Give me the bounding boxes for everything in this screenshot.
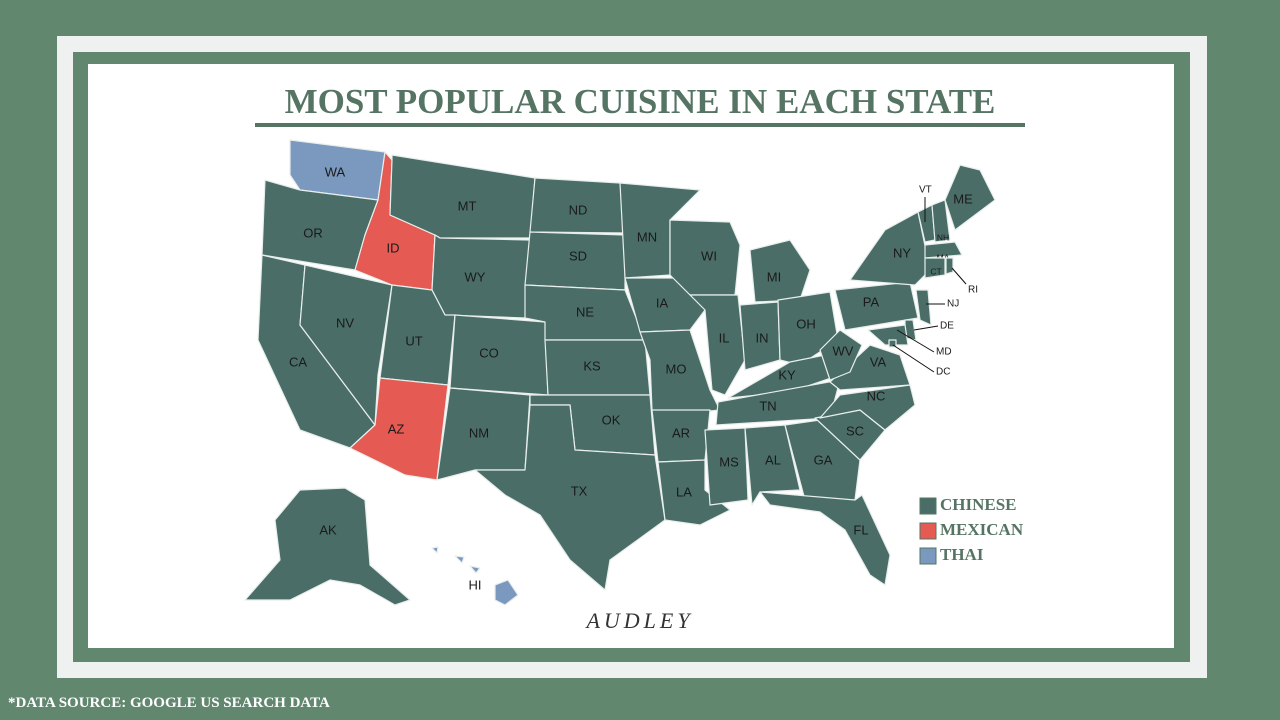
state-label: NV [336,315,354,330]
state-shape [244,487,411,606]
state-label: MS [719,454,739,469]
state-shape [494,579,519,606]
state-shape [449,314,549,396]
legend-swatch [919,497,937,515]
state-shape [849,211,931,286]
leader-line [951,267,967,285]
state-label: OH [796,316,816,331]
state-label: WA [325,164,346,179]
state-shape [819,384,916,431]
state-label: AK [319,522,337,537]
us-map: WA OR CA NV ID MT WY UT AZ CO NM ND SD NE KS OK TX MN IA MO… [244,139,996,606]
state-label: NE [576,304,594,319]
state-shape [299,264,393,426]
state-label: NM [469,425,489,440]
state-shape [915,289,932,326]
state-label: ID [387,240,400,255]
state-label: NJ [947,299,959,310]
state-label: NY [893,245,911,260]
state-label: LA [676,484,692,499]
state-shape [657,459,731,526]
legend: CHINESE MEXICAN THAI [919,495,1024,565]
state-shape [944,164,996,231]
state-label: CA [289,354,307,369]
state-shape [749,239,811,303]
state-shape [469,565,481,574]
state-shape [819,329,863,381]
state-label: DE [940,321,954,332]
legend-swatch [919,522,937,540]
state-shape [834,281,919,331]
state-label: WV [833,343,854,358]
legend-label: THAI [940,545,984,564]
state-label: MI [767,269,781,284]
state-shape [924,257,946,279]
state-label: OR [303,225,323,240]
leader-line [892,344,935,373]
state-shape [829,344,911,391]
state-label: ND [569,202,588,217]
legend-label: MEXICAN [940,520,1024,539]
state-label: WY [465,269,486,284]
state-label: GA [814,452,833,467]
state-shape [349,377,449,481]
state-label: NC [867,388,886,403]
state-label: MA [937,252,950,262]
state-label: IN [756,330,769,345]
state-label: NH [937,232,949,242]
state-label: MD [936,347,952,358]
state-label: AL [765,452,781,467]
state-label: PA [863,294,880,309]
state-label: CT [930,266,941,276]
state-label: IL [719,330,730,345]
state-label: HI [469,577,482,592]
state-label: RI [968,285,978,296]
state-shape [454,555,465,564]
state-shape [931,199,951,243]
state-label: MN [637,229,657,244]
title: MOST POPULAR CUISINE IN EACH STATE [285,82,996,121]
data-source: *DATA SOURCE: GOOGLE US SEARCH DATA [8,695,330,711]
state-label: KY [778,367,796,382]
state-shape [784,419,861,501]
state-shape [744,424,801,506]
state-label: MT [458,198,477,213]
state-label: SD [569,248,587,263]
state-label: SC [846,423,864,438]
state-label: TN [759,398,776,413]
state-label: WI [701,248,717,263]
state-label: CO [479,345,499,360]
state-shape [945,257,954,275]
state-label: VA [870,354,887,369]
state-label: UT [405,333,422,348]
state-label: VT [919,185,932,196]
state-shape [689,294,746,396]
leader-line [913,325,939,331]
state-label: MO [666,361,687,376]
state-label: AR [672,425,690,440]
state-label: KS [583,358,601,373]
state-label: OK [602,412,621,427]
state-shape [431,546,439,554]
title-underline [255,123,1025,127]
state-shape [867,324,909,346]
state-shape [704,427,749,506]
state-label: TX [571,483,588,498]
state-label: ME [953,191,973,206]
state-shape [924,241,963,259]
logo: AUDLEY [584,608,693,633]
state-label: DC [936,367,950,378]
state-label: FL [853,522,868,537]
state-shape [759,491,891,586]
state-label: AZ [388,421,405,436]
leader-line [896,329,935,353]
legend-label: CHINESE [940,495,1017,514]
state-label: IA [656,295,669,310]
legend-swatch [919,547,937,565]
